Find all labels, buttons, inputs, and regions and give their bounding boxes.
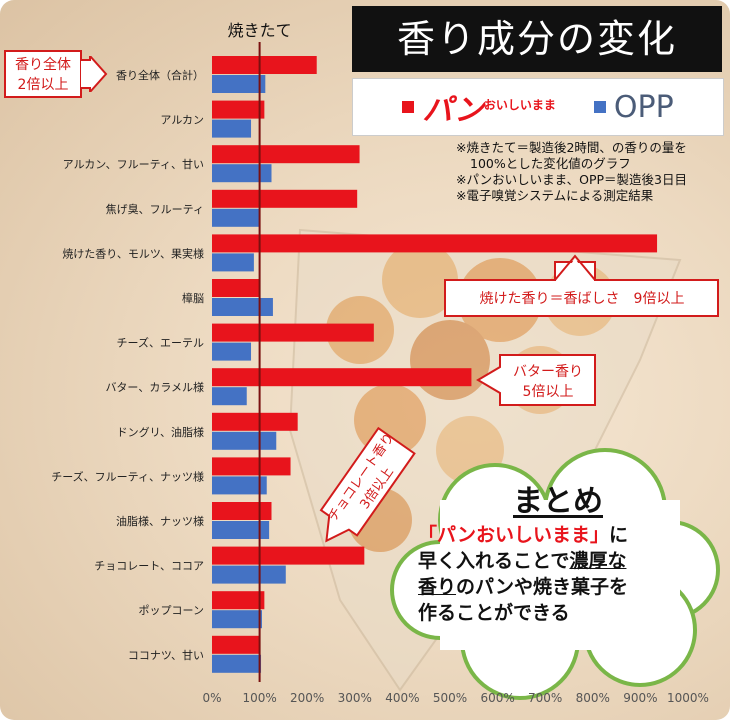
x-tick-label: 200% (290, 691, 324, 705)
notes: ※焼きたて＝製造後2時間、の香りの量を 100%とした変化値のグラフ ※パンおい… (456, 140, 726, 204)
category-label: ポップコーン (139, 604, 204, 617)
bar-blue (212, 75, 266, 93)
bar-red (212, 635, 260, 654)
x-tick-label: 600% (480, 691, 514, 705)
bar-red (212, 546, 365, 565)
note-line: ※焼きたて＝製造後2時間、の香りの量を (456, 140, 687, 155)
bar-red (212, 368, 472, 387)
x-tick-label: 300% (338, 691, 372, 705)
legend-label-blue: OPP (613, 89, 674, 125)
category-label: アルカン (160, 114, 204, 127)
bar-blue (212, 654, 262, 673)
bar-red (212, 323, 374, 342)
category-label: アルカン、フルーティ、甘い (63, 158, 204, 171)
category-label: 香り全体（合計） (116, 68, 204, 82)
reference-label: 焼きたて (228, 21, 292, 40)
bar-red (212, 145, 360, 164)
x-tick-label: 500% (433, 691, 467, 705)
category-label: ドングリ、油脂様 (117, 425, 204, 439)
callout-butter-line2: 5倍以上 (523, 384, 574, 400)
bar-blue (212, 387, 247, 406)
bar-blue (212, 342, 252, 361)
x-tick-label: 1000% (667, 691, 709, 705)
legend: パンおいしいまま OPP (352, 78, 724, 136)
bar-blue (212, 431, 277, 450)
callout-butter-line1: バター香り (513, 364, 583, 380)
x-tick-label: 100% (242, 691, 276, 705)
callout-total-line2: 2倍以上 (17, 77, 69, 93)
note-line: ※電子嗅覚システムによる測定結果 (456, 188, 654, 203)
callout-roasted-text: 焼けた香り＝香ばしさ 9倍以上 (480, 291, 685, 307)
summary-title: まとめ (513, 484, 603, 519)
x-tick-label: 900% (623, 691, 657, 705)
x-tick-label: 0% (202, 691, 221, 705)
note-line: 100%とした変化値のグラフ (470, 156, 631, 171)
bar-blue (212, 164, 272, 183)
x-tick-label: 800% (576, 691, 610, 705)
bar-blue (212, 610, 262, 629)
bar-blue (212, 208, 260, 227)
bar-blue (212, 565, 286, 584)
category-label: チーズ、フルーティ、ナッツ様 (51, 469, 204, 483)
bar-red (212, 234, 658, 253)
bar-red (212, 279, 260, 297)
category-labels: 香り全体（合計） アルカンアルカン、フルーティ、甘い焦げ臭、フルーティ焼けた香り、… (51, 68, 204, 662)
legend-item-blue: OPP (593, 89, 674, 125)
summary-body: 「パンおいしいまま」に 早く入れることで濃厚な 香りのパンや焼き菓子を 作ること… (418, 524, 628, 624)
bar-blue (212, 253, 254, 272)
category-label: 焦げ臭、フルーティ (106, 202, 204, 216)
callout-total-line1: 香り全体 (15, 57, 71, 73)
bar-red (212, 100, 265, 119)
bar-red (212, 591, 265, 610)
category-label: 油脂様、ナッツ様 (116, 514, 204, 528)
bar-blue (212, 476, 267, 495)
bar-red (212, 502, 272, 520)
summary-brand: 「パンおいしいまま」 (418, 524, 609, 546)
category-label: 樟脳 (182, 291, 204, 305)
bars-layer (212, 56, 658, 673)
x-tick-labels: 0% 100% 200% 300% 400% 500% 600% 700% 800% 900% 10… (202, 691, 709, 705)
callout-butter: バター香り 5倍以上 (476, 354, 596, 406)
note-line: ※パンおいしいまま、OPP＝製造後3日目 (456, 172, 687, 187)
x-tick-label: 700% (528, 691, 562, 705)
category-label: 焼けた香り、モルツ、果実様 (62, 246, 204, 260)
callout-roasted: 焼けた香り＝香ばしさ 9倍以上 (444, 254, 719, 317)
category-label: バター、カラメル様 (105, 380, 204, 394)
bar-red (212, 457, 291, 476)
bar-blue (212, 521, 270, 539)
bar-red (212, 56, 317, 74)
legend-swatch-red (402, 101, 415, 113)
category-label: ココナツ、甘い (128, 649, 204, 662)
callout-total: 香り全体 2倍以上 (4, 50, 108, 98)
summary-cloud (390, 448, 720, 700)
bar-blue (212, 119, 252, 138)
legend-swatch-blue (593, 101, 606, 113)
bar-blue (212, 298, 273, 316)
legend-label-red: パンおいしいまま (422, 93, 556, 128)
bar-red (212, 189, 358, 208)
category-label: チョコレート、ココア (94, 560, 204, 573)
chart-title: 香り成分の変化 (352, 6, 722, 72)
category-label: チーズ、エーテル (117, 336, 204, 350)
bar-red (212, 412, 298, 431)
x-tick-label: 400% (385, 691, 419, 705)
legend-item-red: パンおいしいまま (402, 85, 556, 129)
